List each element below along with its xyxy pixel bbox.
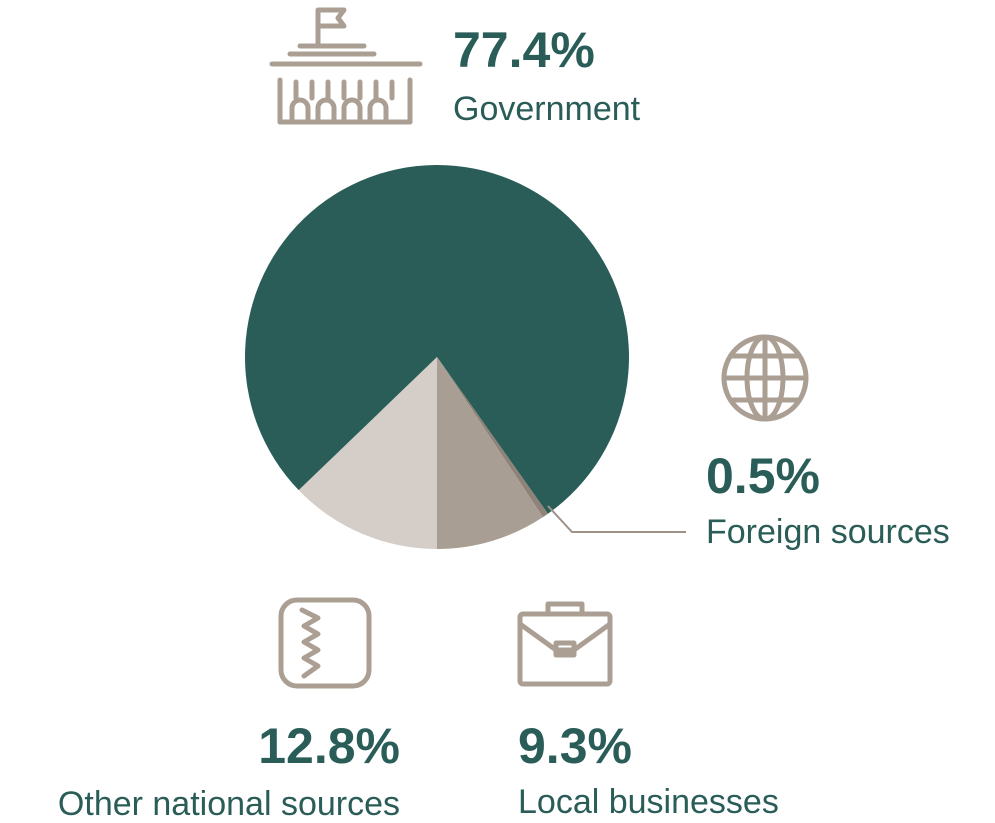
briefcase-icon	[517, 601, 613, 687]
category-label: Government	[453, 90, 641, 128]
value-label: 0.5%	[706, 448, 820, 504]
value-label: 77.4%	[453, 22, 595, 78]
pie	[245, 165, 629, 549]
leader-line	[547, 505, 686, 533]
pie-slice	[245, 165, 629, 514]
document-icon	[278, 597, 372, 689]
government-icon	[269, 7, 423, 125]
value-label: 12.8%	[258, 718, 400, 774]
category-label: Foreign sources	[706, 513, 950, 551]
globe-icon	[721, 334, 809, 422]
category-label: Local businesses	[518, 783, 779, 821]
pie-slice	[298, 357, 437, 549]
value-label: 9.3%	[518, 718, 632, 774]
category-label: Other national sources	[58, 785, 400, 823]
pie-slice	[437, 357, 543, 549]
pie-slice	[437, 357, 548, 518]
